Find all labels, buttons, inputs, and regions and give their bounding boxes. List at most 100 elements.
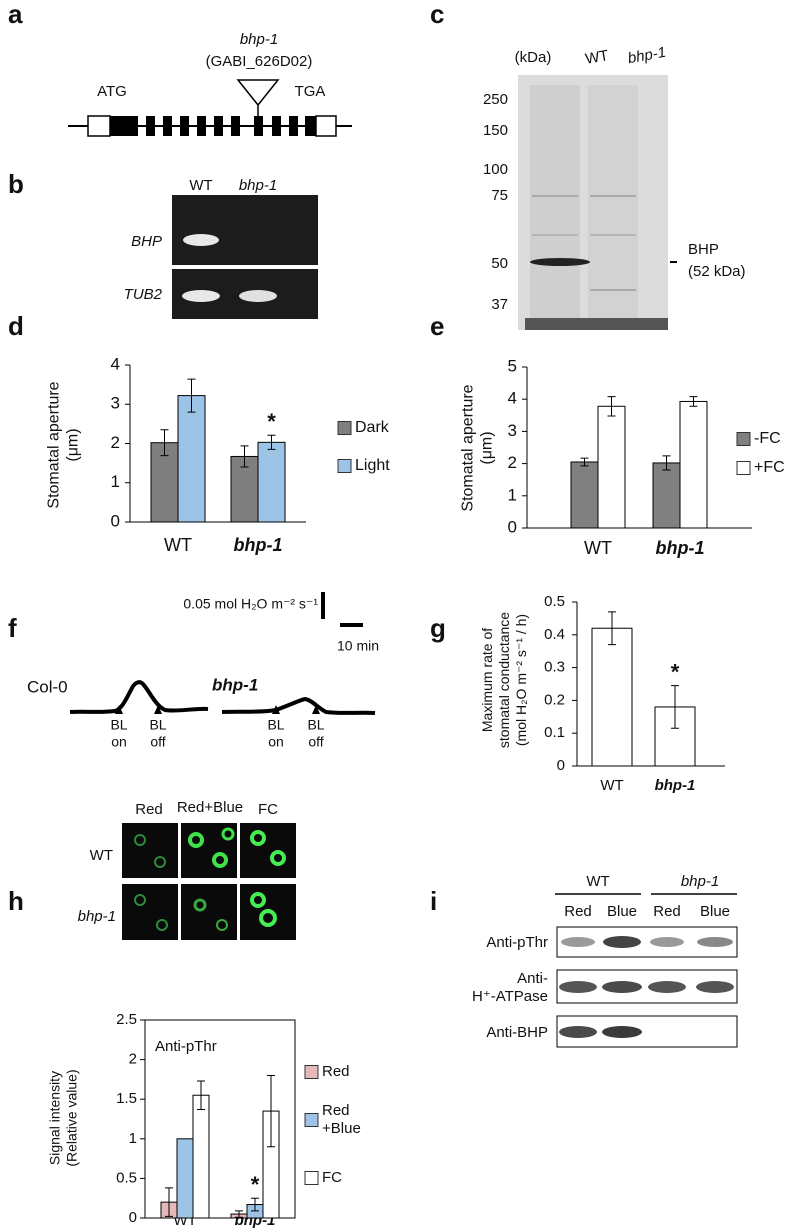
antibody-label: Anti-BHP: [486, 1024, 548, 1041]
legend-label: Red: [322, 1063, 350, 1080]
marker-label: 250: [483, 91, 508, 108]
panel-letter: i: [430, 886, 437, 916]
panel-letter: a: [8, 0, 23, 29]
y-tick-label: 2: [111, 433, 120, 452]
y-tick-label: 2: [129, 1051, 137, 1068]
y-axis-label: Maximum rate ofstomatal conductance(mol …: [479, 612, 529, 748]
antibody-label: Anti-pThr: [486, 934, 548, 951]
error-bar: [187, 378, 196, 413]
unit-label: (kDa): [515, 49, 552, 66]
event-marker: [312, 705, 320, 714]
lane-label: bhp-1: [239, 177, 277, 194]
legend-swatch: [304, 1171, 319, 1185]
trace-label: Col-0: [27, 677, 68, 696]
y-axis-label: Stomatal aperture (μm): [46, 381, 82, 508]
blots: [556, 926, 738, 1048]
y-tick-label: 4: [508, 389, 517, 408]
y-tick-label: 0.5: [544, 593, 565, 610]
y-tick-label: 1: [111, 472, 120, 491]
insertion-id: (GABI_626D02): [206, 53, 313, 70]
legend-swatch: [337, 459, 352, 473]
lane-label: bhp-1: [627, 44, 668, 67]
lane-label: WT: [584, 47, 610, 68]
lane-label: Red: [564, 903, 592, 920]
group-label: bhp-1: [681, 873, 719, 890]
bar: [570, 461, 599, 529]
bar: [597, 405, 626, 529]
legend-label: -FC: [754, 430, 781, 447]
event-marker: [115, 705, 123, 714]
plot-frame: [144, 1019, 296, 1219]
error-bar: [165, 1187, 173, 1217]
bar: [257, 441, 286, 523]
time-label: 10 min: [337, 638, 379, 654]
inner-label: Anti-pThr: [155, 1038, 217, 1055]
legend-label: FC: [322, 1169, 342, 1186]
row-label: bhp-1: [78, 908, 116, 925]
event-label: BL off: [149, 716, 166, 749]
event-label: BL on: [110, 716, 127, 749]
annotation: *: [671, 659, 680, 684]
panel-letter: f: [8, 613, 17, 643]
column-label: Red+Blue: [177, 799, 243, 816]
column-label: FC: [258, 801, 278, 818]
y-tick-label: 5: [508, 356, 517, 375]
marker-label: 37: [491, 296, 508, 313]
trace: [69, 680, 209, 714]
stop-codon: TGA: [295, 83, 326, 100]
group-label: WT: [586, 873, 609, 890]
scale-label: 0.05 mol H₂O m⁻² s⁻¹: [183, 596, 318, 612]
y-axis-label: Signal intensity(Relative value): [46, 1069, 79, 1166]
bar: [177, 395, 206, 523]
y-axis-label: Stomatal aperture (μm): [460, 384, 496, 511]
y-tick-label: 0: [508, 517, 517, 536]
y-tick-label: 3: [111, 394, 120, 413]
y-tick-label: 2.5: [116, 1011, 137, 1028]
event-marker: [272, 705, 280, 714]
trace: [221, 696, 376, 715]
error-bar: [197, 1080, 205, 1110]
legend-swatch: [304, 1113, 319, 1127]
error-bar: [251, 1197, 259, 1212]
error-bar: [662, 455, 671, 471]
legend-label: Light: [355, 457, 390, 474]
legend-swatch: [337, 421, 352, 435]
y-tick-label: 0: [129, 1209, 137, 1226]
error-bar: [267, 434, 276, 450]
antibody-label: Anti-H⁺-ATPase: [472, 970, 548, 1005]
insertion-name: bhp-1: [240, 31, 278, 48]
marker-label: 100: [483, 161, 508, 178]
bar: [176, 1138, 194, 1219]
legend-swatch: [304, 1065, 319, 1079]
y-tick-label: 1: [508, 485, 517, 504]
y-tick-label: 0: [111, 511, 120, 530]
annotation: *: [267, 409, 276, 434]
micrographs: [122, 823, 296, 940]
legend-label: +FC: [754, 459, 785, 476]
marker-label: 50: [491, 255, 508, 272]
y-tick-label: 0.3: [544, 659, 565, 676]
bar: [591, 627, 633, 767]
lane-label: Blue: [700, 903, 730, 920]
y-tick-label: 3: [508, 421, 517, 440]
legend-label: Dark: [355, 419, 390, 436]
error-bar: [267, 1074, 275, 1148]
y-tick-label: 0: [557, 757, 565, 774]
event-marker: [154, 705, 162, 714]
error-bar: [235, 1210, 243, 1218]
gel: [172, 195, 318, 319]
start-codon: ATG: [97, 83, 127, 100]
panel-letter: g: [430, 613, 446, 643]
bar: [192, 1094, 210, 1219]
lane-label: Blue: [607, 903, 637, 920]
x-tick-label: bhp-1: [234, 535, 283, 555]
x-tick-label: WT: [164, 535, 192, 555]
legend-label: Red +Blue: [322, 1102, 361, 1137]
trace-label: bhp-1: [212, 675, 258, 694]
bar: [652, 462, 681, 529]
error-bar: [160, 429, 169, 457]
y-tick-label: 0.5: [116, 1169, 137, 1186]
